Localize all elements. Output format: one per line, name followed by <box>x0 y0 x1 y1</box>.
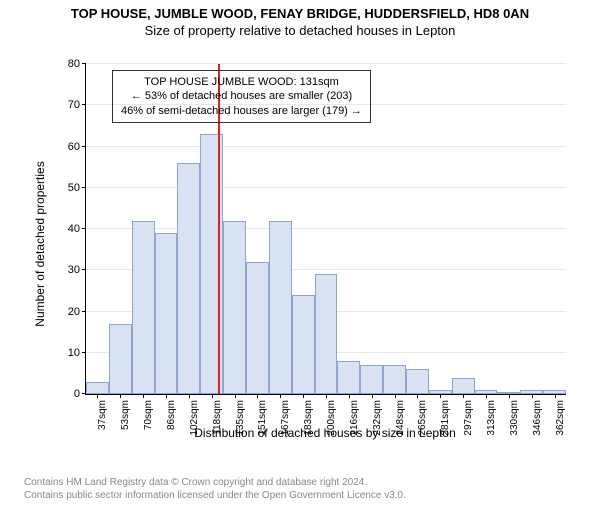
ytick-label: 20 <box>68 306 80 318</box>
xtick-mark <box>143 394 144 398</box>
ytick-label: 0 <box>74 388 80 400</box>
xtick-label: 346sqm <box>532 400 543 436</box>
histogram-bar <box>383 365 406 394</box>
histogram-bar <box>360 365 383 394</box>
xtick-mark <box>235 394 236 398</box>
xtick-mark <box>486 394 487 398</box>
footer: Contains HM Land Registry data © Crown c… <box>24 476 406 502</box>
ytick-label: 60 <box>68 141 80 153</box>
ygrid-line <box>86 187 566 188</box>
ytick-mark <box>82 352 86 353</box>
ytick-mark <box>82 187 86 188</box>
ytick-mark <box>82 311 86 312</box>
ytick-label: 40 <box>68 223 80 235</box>
xtick-mark <box>303 394 304 398</box>
histogram-bar <box>452 378 475 395</box>
histogram-bar <box>406 369 429 394</box>
chart-title-address: TOP HOUSE, JUMBLE WOOD, FENAY BRIDGE, HU… <box>0 6 600 21</box>
xtick-mark <box>257 394 258 398</box>
annotation-line3: 46% of semi-detached houses are larger (… <box>121 104 362 118</box>
histogram-bar <box>246 262 269 394</box>
x-axis-label: Distribution of detached houses by size … <box>194 426 456 440</box>
xtick-mark <box>326 394 327 398</box>
xtick-label: 330sqm <box>509 400 520 436</box>
footer-line1: Contains HM Land Registry data © Crown c… <box>24 476 406 489</box>
ytick-mark <box>82 63 86 64</box>
histogram-bar <box>223 221 246 394</box>
ytick-mark <box>82 146 86 147</box>
chart-container: Number of detached properties 0102030405… <box>55 54 575 434</box>
xtick-mark <box>509 394 510 398</box>
ytick-label: 10 <box>68 347 80 359</box>
ygrid-line <box>86 63 566 64</box>
xtick-label: 313sqm <box>486 400 497 436</box>
ytick-label: 80 <box>68 58 80 70</box>
ytick-mark <box>82 104 86 105</box>
ygrid-line <box>86 228 566 229</box>
ygrid-line <box>86 146 566 147</box>
xtick-mark <box>440 394 441 398</box>
xtick-label: 53sqm <box>120 400 131 430</box>
footer-line2: Contains public sector information licen… <box>24 489 406 502</box>
ytick-mark <box>82 269 86 270</box>
plot-area: 0102030405060708037sqm53sqm70sqm86sqm102… <box>85 64 566 395</box>
xtick-mark <box>349 394 350 398</box>
xtick-label: 297sqm <box>463 400 474 436</box>
xtick-label: 362sqm <box>555 400 566 436</box>
chart-subtitle: Size of property relative to detached ho… <box>0 23 600 38</box>
histogram-bar <box>109 324 132 394</box>
xtick-label: 70sqm <box>143 400 154 430</box>
histogram-bar <box>86 382 109 394</box>
xtick-mark <box>189 394 190 398</box>
histogram-bar <box>337 361 360 394</box>
xtick-mark <box>532 394 533 398</box>
y-axis-label: Number of detached properties <box>33 161 47 326</box>
annotation-line1: TOP HOUSE JUMBLE WOOD: 131sqm <box>121 75 362 89</box>
xtick-mark <box>417 394 418 398</box>
histogram-bar <box>132 221 155 394</box>
histogram-bar <box>155 233 178 394</box>
xtick-mark <box>166 394 167 398</box>
ytick-label: 70 <box>68 99 80 111</box>
xtick-mark <box>372 394 373 398</box>
histogram-bar <box>292 295 315 394</box>
xtick-mark <box>463 394 464 398</box>
xtick-mark <box>395 394 396 398</box>
xtick-mark <box>280 394 281 398</box>
xtick-label: 37sqm <box>97 400 108 430</box>
xtick-label: 86sqm <box>166 400 177 430</box>
xtick-mark <box>120 394 121 398</box>
ytick-mark <box>82 228 86 229</box>
ytick-label: 50 <box>68 182 80 194</box>
ytick-label: 30 <box>68 264 80 276</box>
histogram-bar <box>269 221 292 394</box>
xtick-mark <box>212 394 213 398</box>
xtick-mark <box>555 394 556 398</box>
annotation-line2: ← 53% of detached houses are smaller (20… <box>121 89 362 103</box>
histogram-bar <box>315 274 338 394</box>
xtick-mark <box>97 394 98 398</box>
histogram-bar <box>177 163 200 394</box>
annotation-box: TOP HOUSE JUMBLE WOOD: 131sqm ← 53% of d… <box>112 70 371 123</box>
